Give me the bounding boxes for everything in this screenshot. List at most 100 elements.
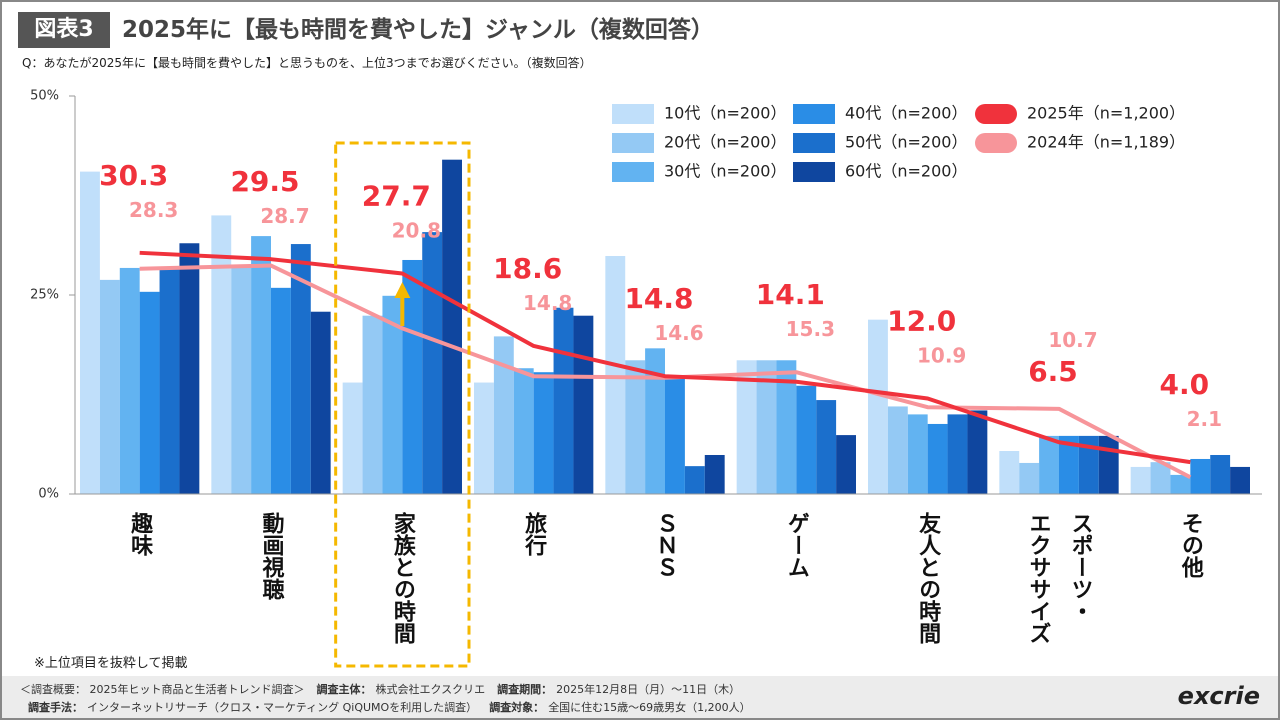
bar [402, 259, 423, 494]
bar [1230, 466, 1250, 494]
bar [179, 243, 200, 494]
legend-label: 10代（n=200） [664, 104, 786, 123]
legend-label: 2024年（n=1,189） [1027, 133, 1185, 152]
bar [139, 291, 160, 494]
x-tick-label: 旅行 [521, 511, 548, 557]
bar [1098, 435, 1119, 494]
data-label: 10.9 [917, 343, 966, 367]
bar [99, 279, 120, 494]
logo: excrie [1177, 682, 1260, 710]
data-label: 30.3 [99, 159, 168, 192]
bar [796, 385, 817, 494]
y-tick-label: 50% [30, 89, 59, 104]
bar [704, 454, 725, 494]
data-label: 28.7 [260, 204, 309, 228]
legend-swatch [793, 104, 835, 124]
arrow-head [394, 282, 411, 298]
footer-line: 調査手法： インターネットリサーチ（クロス・マーケティング QiQUMOを利用した… [16, 699, 751, 715]
bar [251, 236, 271, 494]
bar [271, 287, 291, 494]
bar [1019, 462, 1040, 494]
bar [382, 295, 403, 494]
bar [1170, 474, 1191, 494]
legend-swatch [793, 133, 835, 153]
bar [665, 376, 685, 494]
legend-label: 40代（n=200） [845, 104, 967, 123]
data-label: 27.7 [362, 180, 431, 213]
bar [159, 267, 180, 494]
bar [1210, 454, 1231, 494]
bar [1150, 462, 1171, 494]
x-tick-label: ゲーム [784, 512, 810, 578]
bar [310, 311, 331, 494]
data-label: 2.1 [1187, 407, 1222, 431]
x-tick-label: 家族との時間 [390, 511, 416, 645]
footer: ＜調査概要： 2025年ヒット商品と生活者トレンド調査＞ 調査主体： 株式会社エクス… [2, 676, 1278, 718]
badge: 図表3 [18, 12, 110, 48]
footer-text: インターネットリサーチ（クロス・マーケティング QiQUMOを利用した調査） [87, 701, 478, 714]
footer-line: ＜調査概要： 2025年ヒット商品と生活者トレンド調査＞ 調査主体： 株式会社エクス… [16, 681, 740, 697]
legend-swatch [612, 104, 654, 124]
note: ※上位項目を抜粋して掲載 [34, 656, 188, 671]
bar [887, 406, 908, 494]
bar [967, 410, 988, 494]
data-label: 10.7 [1048, 328, 1097, 352]
data-label: 18.6 [493, 252, 562, 285]
x-tick-label: 友人との時間 [915, 512, 941, 645]
x-tick-label: ＳＮＳ [653, 512, 678, 578]
bar [442, 159, 462, 494]
bar [474, 382, 494, 494]
bar [645, 348, 665, 494]
bar [119, 267, 140, 494]
bar [947, 414, 968, 494]
bar [625, 360, 646, 494]
y-tick-label: 25% [30, 288, 59, 303]
footer-text: 2025年12月8日（月）～11日（木） [556, 683, 741, 696]
bar [493, 336, 514, 494]
bar [907, 414, 928, 494]
legend-swatch [975, 104, 1017, 124]
highlight-box [334, 141, 471, 668]
bar [513, 368, 534, 494]
data-label: 28.3 [129, 198, 178, 222]
bar [1078, 435, 1099, 494]
x-tick-label: エクササイズ [1026, 512, 1051, 644]
bar [1039, 435, 1059, 494]
bar [756, 360, 777, 494]
footer-text: ＜調査概要： 2025年ヒット商品と生活者トレンド調査＞ [20, 683, 305, 696]
data-label: 14.6 [654, 321, 703, 345]
legend-label: 60代（n=200） [845, 162, 967, 181]
bar [422, 232, 443, 494]
line [139, 250, 1191, 465]
legend-swatch [612, 162, 654, 182]
footer-label: 調査期間： [497, 683, 553, 696]
bar [816, 400, 837, 494]
legend-label: 50代（n=200） [845, 133, 967, 152]
bar [1059, 435, 1079, 494]
legend-swatch [975, 133, 1017, 153]
chart: 0% 25% 50% 30.3 28.3 29.5 28.7 27.7 20.8 18.6 14.8… [30, 89, 1262, 668]
bar [736, 360, 757, 494]
data-label: 14.1 [756, 278, 825, 311]
bar [1190, 458, 1211, 494]
bar [927, 423, 948, 494]
data-label: 4.0 [1160, 368, 1210, 401]
bar [342, 382, 363, 494]
legend-label: 2025年（n=1,200） [1027, 104, 1185, 123]
x-tick-label: その他 [1178, 512, 1205, 578]
x-tick-label: 動画視聴 [259, 512, 285, 600]
data-label: 29.5 [230, 165, 299, 198]
bar [362, 315, 383, 494]
legend-swatch [612, 133, 654, 153]
bar [231, 264, 252, 494]
bar [836, 435, 856, 494]
question: Q：あなたが2025年に【最も時間を費やした】と思うものを、上位3つまでお選びく… [22, 56, 592, 70]
legend-swatch [793, 162, 835, 182]
data-label: 6.5 [1028, 355, 1078, 388]
bar [553, 307, 574, 494]
bar [999, 451, 1020, 494]
footer-label: 調査手法： [28, 701, 83, 714]
bar [290, 244, 311, 494]
